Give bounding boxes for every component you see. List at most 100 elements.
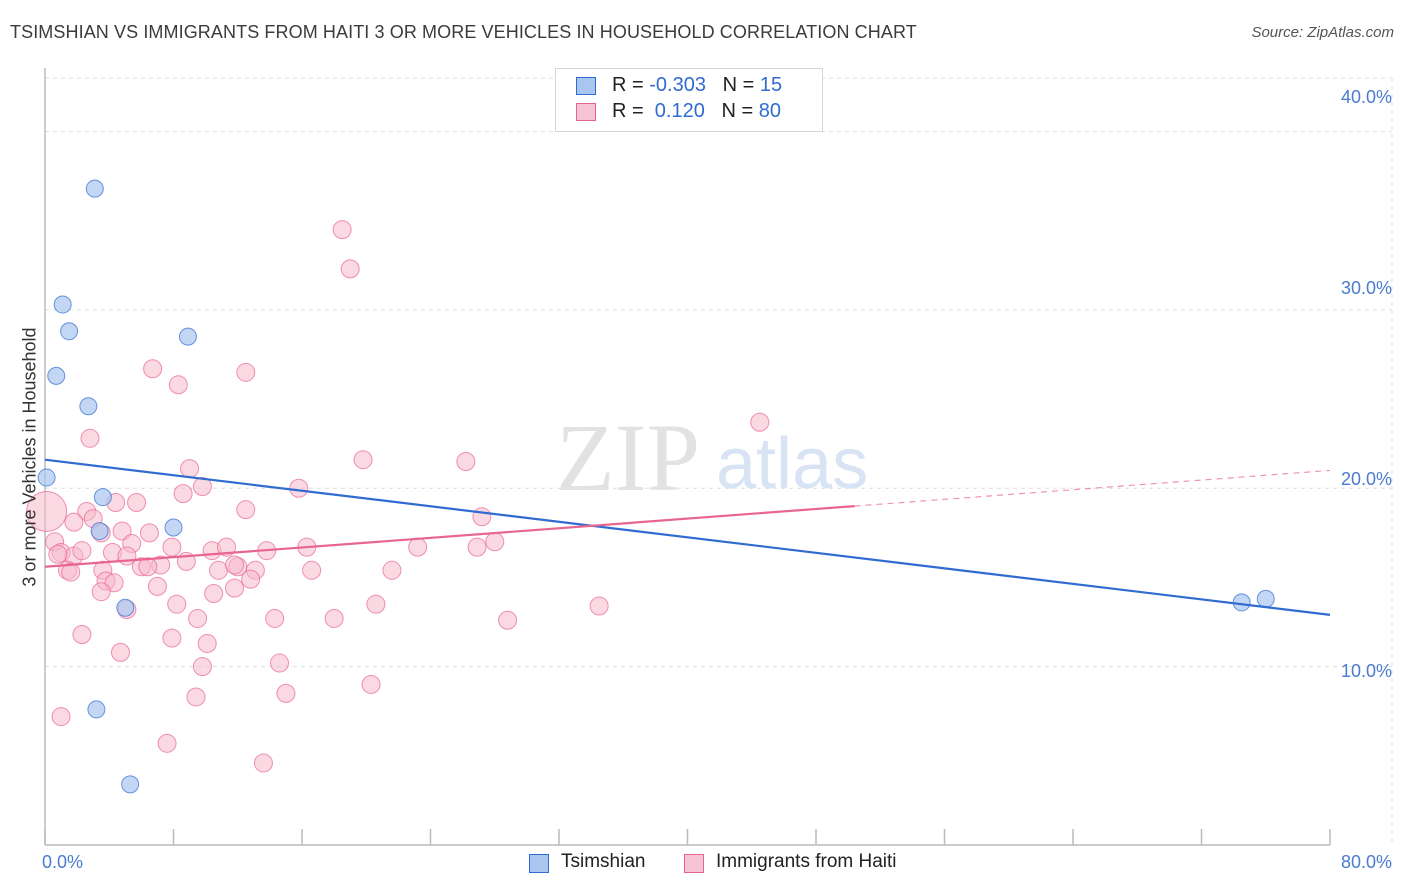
data-point-haiti: [382, 560, 402, 580]
legend-n-label: N =: [722, 74, 760, 96]
data-point-haiti: [270, 653, 290, 673]
data-point-haiti: [361, 674, 381, 694]
data-point-haiti: [332, 220, 352, 240]
data-point-tsimshian: [1256, 589, 1275, 608]
legend-r-label: R =: [612, 74, 650, 96]
data-point-haiti: [48, 544, 68, 564]
data-point-haiti: [61, 562, 81, 582]
data-point-haiti: [366, 594, 386, 614]
data-point-haiti: [51, 707, 71, 727]
data-point-tsimshian: [121, 775, 140, 794]
legend-swatch-blue: [576, 77, 596, 95]
y-axis-label: 3 or more Vehicles in Household: [19, 327, 40, 587]
data-point-haiti: [467, 537, 487, 557]
data-point-haiti: [324, 608, 344, 628]
data-point-tsimshian: [47, 366, 66, 385]
data-point-haiti: [197, 633, 217, 653]
stats-legend: R = -0.303 N = 15 R = 0.120 N = 80: [555, 68, 823, 132]
data-point-haiti: [26, 490, 68, 532]
data-point-tsimshian: [37, 468, 56, 487]
data-point-haiti: [225, 578, 245, 598]
data-point-haiti: [110, 642, 130, 662]
data-point-haiti: [80, 428, 100, 448]
data-point-haiti: [236, 500, 256, 520]
x-tick-label-max: 80.0%: [1340, 852, 1392, 872]
data-point-haiti: [72, 625, 92, 645]
data-point-haiti: [204, 583, 224, 603]
data-point-haiti: [72, 541, 92, 561]
data-point-haiti: [167, 594, 187, 614]
y-tick-label: 30.0%: [1340, 278, 1392, 298]
legend-n-label: N =: [721, 100, 759, 122]
legend-label: Immigrants from Haiti: [716, 851, 897, 872]
x-tick-label-min: 0.0%: [42, 852, 84, 872]
trend-line-haiti: [44, 504, 855, 568]
data-point-haiti: [241, 569, 261, 589]
y-tick-label: 40.0%: [1340, 87, 1392, 107]
data-point-haiti: [236, 362, 256, 382]
series-tsimshian-points: [37, 179, 1275, 794]
data-point-tsimshian: [87, 700, 106, 719]
data-point-haiti: [192, 657, 212, 677]
data-point-tsimshian: [116, 598, 135, 617]
source-label: Source: ZipAtlas.com: [1251, 24, 1394, 41]
data-point-haiti: [289, 478, 309, 498]
y-tick-label: 20.0%: [1340, 469, 1392, 489]
data-point-haiti: [138, 557, 158, 577]
axes: [44, 68, 1331, 846]
data-point-tsimshian: [90, 522, 109, 541]
data-point-haiti: [147, 576, 167, 596]
data-point-haiti: [353, 450, 373, 470]
data-point-haiti: [589, 596, 609, 616]
legend-n-value: 80: [758, 100, 782, 122]
data-point-tsimshian: [178, 327, 197, 346]
data-point-tsimshian: [164, 518, 183, 537]
data-point-haiti: [157, 733, 177, 753]
legend-r-label: R =: [612, 100, 650, 122]
data-point-haiti: [340, 259, 360, 279]
legend-r-value: 0.120: [649, 100, 705, 122]
data-point-haiti: [208, 560, 228, 580]
legend-n-value: 15: [759, 74, 783, 96]
data-point-haiti: [64, 512, 84, 532]
data-point-tsimshian: [93, 488, 112, 507]
data-point-haiti: [188, 608, 208, 628]
watermark-zip: ZIP: [556, 404, 700, 511]
legend-r-value: -0.303: [649, 74, 706, 96]
series-haiti-points: [26, 220, 770, 773]
data-point-haiti: [225, 555, 245, 575]
data-point-haiti: [276, 683, 296, 703]
data-point-tsimshian: [53, 295, 72, 314]
y-tick-label: 10.0%: [1340, 661, 1392, 681]
data-point-haiti: [91, 582, 111, 602]
data-point-haiti: [192, 476, 212, 496]
trend-line-haiti-extension: [854, 469, 1331, 507]
data-point-haiti: [456, 452, 476, 471]
data-point-haiti: [217, 537, 237, 557]
data-point-haiti: [302, 560, 322, 580]
data-point-tsimshian: [85, 179, 104, 198]
trend-lines: [44, 458, 1331, 616]
data-point-haiti: [180, 459, 200, 479]
data-point-haiti: [750, 412, 770, 432]
chart-title: TSIMSHIAN VS IMMIGRANTS FROM HAITI 3 OR …: [10, 22, 917, 42]
data-point-haiti: [168, 375, 188, 395]
data-point-haiti: [253, 753, 273, 773]
legend-swatch-blue: [529, 854, 549, 873]
legend-swatch-pink: [576, 103, 596, 121]
data-point-haiti: [408, 537, 428, 557]
data-point-haiti: [162, 628, 182, 648]
data-point-haiti: [173, 484, 193, 504]
data-point-haiti: [143, 359, 163, 379]
data-point-haiti: [485, 532, 505, 552]
data-point-haiti: [127, 493, 147, 513]
data-point-haiti: [472, 507, 492, 527]
data-point-tsimshian: [79, 397, 98, 416]
data-point-tsimshian: [60, 322, 79, 341]
legend-swatch-pink: [684, 854, 704, 873]
data-point-haiti: [498, 610, 518, 630]
legend-label: Tsimshian: [561, 851, 646, 872]
data-point-haiti: [139, 523, 159, 543]
data-point-haiti: [265, 608, 285, 628]
